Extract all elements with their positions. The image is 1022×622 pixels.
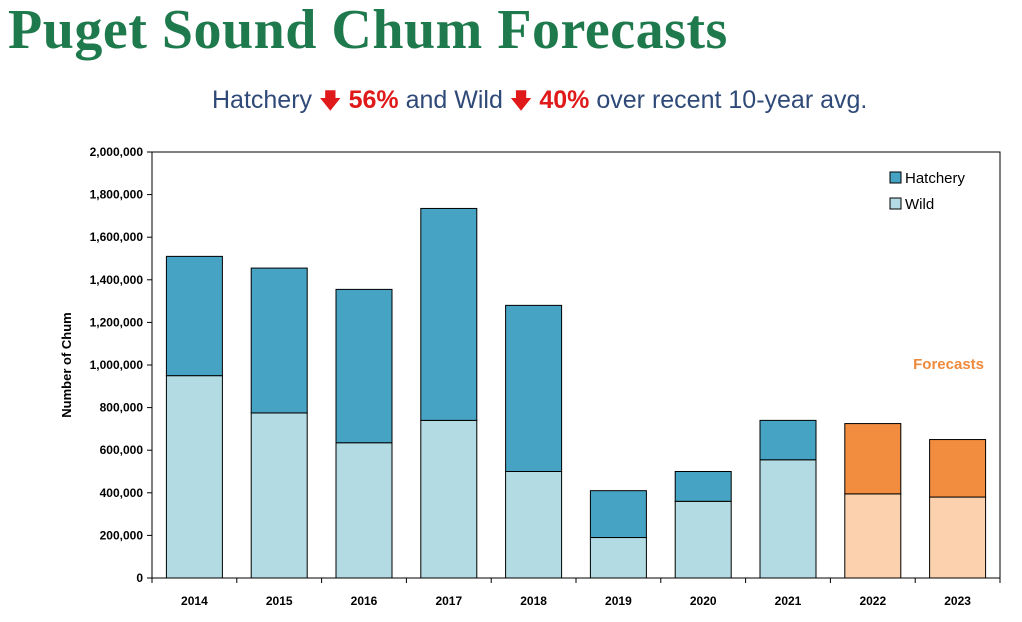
legend-swatch-hatchery bbox=[889, 171, 902, 184]
bar-wild-2014 bbox=[165, 375, 223, 579]
bar-wild-2022 bbox=[844, 493, 902, 579]
x-tick-label: 2019 bbox=[605, 594, 632, 608]
y-tick-label: 1,000,000 bbox=[90, 358, 144, 372]
plot-area: 0 200,000 400,000 600,000 800,000 1,000,000 1,… bbox=[59, 145, 1001, 608]
subtitle-rest: over recent 10-year avg. bbox=[596, 86, 868, 114]
bar-wild-2018 bbox=[505, 471, 563, 579]
subtitle-hatchery-pct: 56% bbox=[348, 86, 399, 114]
page-title: Puget Sound Chum Forecasts bbox=[8, 0, 728, 61]
bar-wild-2023 bbox=[929, 496, 987, 579]
y-tick-label: 1,800,000 bbox=[90, 188, 144, 202]
subtitle-hatchery: Hatchery bbox=[212, 86, 313, 114]
bar-wild-2017 bbox=[420, 419, 478, 579]
bar-wild-2020 bbox=[674, 500, 732, 579]
y-tick-label: 1,400,000 bbox=[90, 273, 144, 287]
bar-wild-2021 bbox=[759, 459, 817, 579]
bar-hatchery-2017 bbox=[420, 207, 478, 421]
down-arrow-icon: 🡇 bbox=[319, 88, 342, 113]
bar-hatchery-2014 bbox=[165, 255, 223, 377]
subtitle-wild-pct: 40% bbox=[539, 86, 590, 114]
bar-hatchery-2022 bbox=[844, 423, 902, 495]
x-tick-label: 2022 bbox=[859, 594, 886, 608]
subtitle: Hatchery 🡇 56% and Wild 🡇 40% over recen… bbox=[212, 84, 867, 122]
bar-hatchery-2018 bbox=[505, 304, 563, 472]
down-arrow-icon: 🡇 bbox=[509, 88, 533, 113]
subtitle-and-wild: and Wild bbox=[405, 86, 503, 114]
y-tick-label: 600,000 bbox=[100, 443, 144, 457]
x-tick-label: 2023 bbox=[944, 594, 971, 608]
forecasts-annotation: Forecasts bbox=[913, 356, 984, 373]
y-axis-label: Number of Chum bbox=[59, 312, 74, 417]
y-tick-label: 0 bbox=[136, 571, 143, 585]
y-tick-label: 2,000,000 bbox=[90, 145, 144, 159]
bar-hatchery-2020 bbox=[674, 471, 732, 502]
legend-label-wild: Wild bbox=[905, 196, 934, 213]
bar-hatchery-2021 bbox=[759, 419, 817, 461]
bar-hatchery-2015 bbox=[250, 267, 308, 414]
x-tick-label: 2018 bbox=[520, 594, 547, 608]
bar-hatchery-2019 bbox=[589, 490, 647, 539]
legend-swatch-wild bbox=[889, 197, 902, 210]
y-tick-label: 1,200,000 bbox=[90, 315, 144, 329]
bar-wild-2015 bbox=[250, 412, 308, 579]
x-tick-label: 2017 bbox=[435, 594, 462, 608]
x-tick-label: 2020 bbox=[690, 594, 717, 608]
x-tick-label: 2015 bbox=[266, 594, 293, 608]
bar-hatchery-2023 bbox=[929, 439, 987, 498]
x-tick-label: 2021 bbox=[775, 594, 802, 608]
y-tick-label: 800,000 bbox=[100, 401, 144, 415]
y-tick-label: 400,000 bbox=[100, 486, 144, 500]
y-tick-label: 1,600,000 bbox=[90, 230, 144, 244]
bar-wild-2016 bbox=[335, 442, 393, 579]
x-tick-label: 2014 bbox=[181, 594, 208, 608]
legend-label-hatchery: Hatchery bbox=[905, 170, 966, 187]
x-tick-label: 2016 bbox=[351, 594, 378, 608]
bar-hatchery-2016 bbox=[335, 288, 393, 444]
bar-wild-2019 bbox=[589, 537, 647, 579]
y-tick-label: 200,000 bbox=[100, 528, 144, 542]
